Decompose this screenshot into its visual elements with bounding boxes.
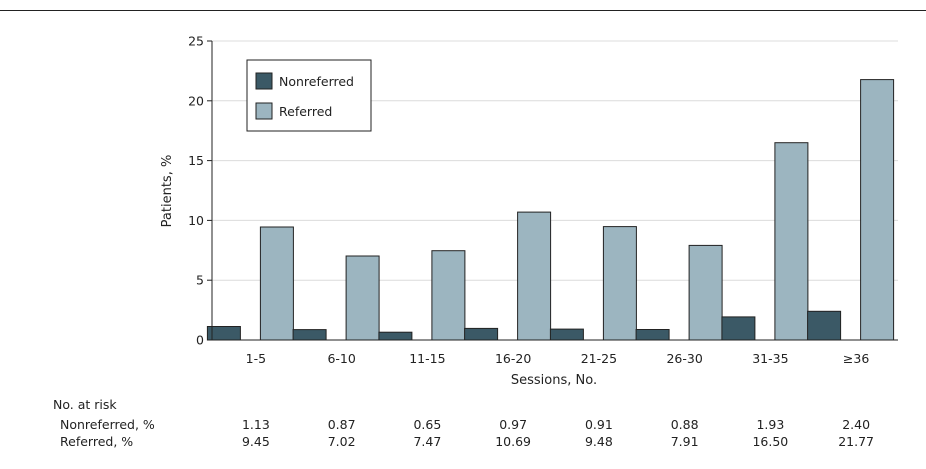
- risk-value-referred: 7.91: [670, 434, 699, 449]
- risk-table-title: No. at risk: [53, 397, 117, 412]
- legend-swatch-nonreferred: [255, 72, 273, 90]
- x-tick-label: ≥36: [843, 351, 869, 366]
- bar-referred-5: [602, 226, 637, 341]
- bar-chart: 0 5 10 15 20 25 1-5 6-10 11-15 16-20 21-25 26-30 31-…: [160, 34, 898, 388]
- x-tick-label: 6-10: [327, 351, 355, 366]
- risk-row-label-referred: Referred, %: [60, 434, 134, 449]
- bar-referred-2: [345, 255, 380, 341]
- bar-referred-6: [688, 244, 723, 341]
- x-tick-label: 31-35: [752, 351, 788, 366]
- risk-value-referred: 16.50: [752, 434, 789, 449]
- y-tick-label: 15: [188, 153, 204, 168]
- bar-nonreferred-4: [464, 327, 499, 341]
- legend-swatch-referred: [255, 102, 273, 120]
- x-tick-label: 16-20: [495, 351, 531, 366]
- x-tick-label: 26-30: [666, 351, 702, 366]
- y-tick-label: 5: [196, 273, 204, 288]
- legend: Nonreferred Referred: [246, 59, 372, 132]
- bar-referred-7: [774, 142, 809, 341]
- legend-label-nonreferred: Nonreferred: [279, 74, 354, 89]
- risk-value-nonreferred: 0.65: [413, 417, 442, 432]
- risk-row-label-nonreferred: Nonreferred, %: [60, 417, 155, 432]
- risk-value-referred: 10.69: [495, 434, 532, 449]
- risk-value-nonreferred: 2.40: [842, 417, 871, 432]
- bar-referred-3: [431, 250, 466, 341]
- x-tick-label: 11-15: [409, 351, 445, 366]
- legend-box: [246, 59, 372, 132]
- risk-value-referred: 21.77: [838, 434, 875, 449]
- risk-value-referred: 9.45: [241, 434, 270, 449]
- risk-value-nonreferred: 0.97: [499, 417, 528, 432]
- risk-value-referred: 7.47: [413, 434, 442, 449]
- legend-label-referred: Referred: [279, 104, 332, 119]
- y-tick-label: 25: [188, 34, 204, 49]
- y-axis-title: Patients, %: [160, 155, 175, 228]
- y-tick-label: 0: [196, 333, 204, 348]
- x-axis-title: Sessions, No.: [511, 373, 597, 388]
- risk-value-nonreferred: 0.91: [584, 417, 613, 432]
- bar-nonreferred-2: [292, 329, 327, 341]
- bar-referred-8: [860, 79, 895, 341]
- risk-value-nonreferred: 0.87: [327, 417, 356, 432]
- top-rule: [0, 10, 926, 11]
- bar-nonreferred-6: [635, 329, 670, 341]
- risk-value-referred: 9.48: [584, 434, 613, 449]
- risk-value-nonreferred: 0.88: [670, 417, 699, 432]
- bar-referred-4: [517, 211, 552, 341]
- risk-value-nonreferred: 1.13: [241, 417, 270, 432]
- bar-nonreferred-5: [549, 328, 584, 341]
- bar-nonreferred-3: [378, 331, 413, 341]
- bar-referred-1: [259, 226, 294, 341]
- bar-nonreferred-8: [807, 310, 842, 341]
- risk-value-referred: 7.02: [327, 434, 356, 449]
- bar-nonreferred-7: [721, 316, 756, 341]
- x-tick-label: 21-25: [581, 351, 617, 366]
- risk-value-nonreferred: 1.93: [756, 417, 785, 432]
- axes: 0 5 10 15 20 25 1-5 6-10 11-15 16-20 21-25 26-30 31-…: [188, 34, 898, 366]
- y-tick-label: 10: [188, 213, 204, 228]
- x-tick-label: 1-5: [246, 351, 266, 366]
- y-tick-label: 20: [188, 93, 204, 108]
